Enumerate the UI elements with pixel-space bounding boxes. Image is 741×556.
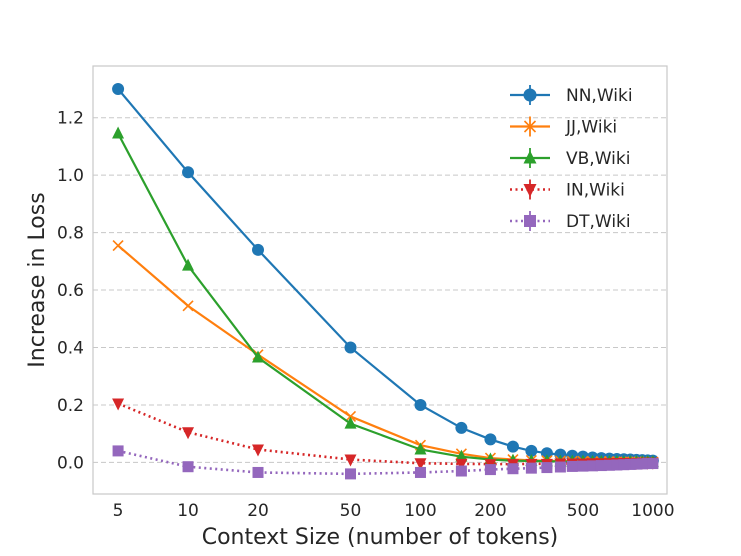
x-marker-stroke — [344, 410, 357, 423]
data-point-circle — [182, 166, 195, 179]
x-marker-stroke — [182, 300, 194, 312]
data-point-triangle-down — [112, 398, 125, 411]
data-point-circle — [455, 421, 468, 434]
y-tick-label: 1.0 — [57, 166, 84, 186]
data-point-triangle-down — [455, 458, 468, 471]
x-tick-label: 100 — [404, 501, 436, 521]
data-point-triangle-up — [414, 442, 427, 455]
data-point-circle — [523, 88, 537, 102]
grid-lines — [93, 117, 667, 463]
legend-entry: VB,Wiki — [510, 148, 630, 169]
data-point-circle — [525, 444, 538, 457]
x-tick-label: 5 — [113, 501, 124, 521]
data-point-square — [541, 462, 553, 474]
data-point-square — [345, 468, 357, 480]
data-point-triangle-down — [414, 458, 427, 471]
legend-label: VB,Wiki — [566, 149, 630, 169]
data-point-triangle-up — [182, 258, 195, 271]
data-point-triangle-down — [252, 444, 265, 457]
data-point-x — [344, 410, 357, 423]
data-point-circle — [540, 447, 553, 460]
x-tick-label: 50 — [340, 501, 362, 521]
legend-entry: DT,Wiki — [510, 211, 631, 232]
data-point-square — [618, 459, 630, 471]
y-axis-label: Increase in Loss — [25, 192, 50, 367]
data-point-square — [554, 461, 566, 473]
data-point-square — [624, 458, 636, 470]
y-axis-ticks: 0.0 0.2 0.4 0.6 0.8 1.0 1.2 — [57, 109, 84, 474]
data-point-square — [525, 462, 537, 474]
data-point-square — [603, 459, 615, 471]
data-point-square — [524, 215, 536, 227]
data-point-triangle-up — [523, 150, 537, 164]
x-marker-stroke — [523, 120, 537, 133]
x-tick-label: 500 — [567, 501, 599, 521]
x-tick-label: 20 — [247, 501, 269, 521]
data-point-square — [647, 458, 659, 470]
data-point-circle — [112, 82, 125, 95]
data-point-square — [112, 445, 124, 457]
y-tick-label: 0.0 — [57, 453, 84, 473]
data-point-triangle-down — [344, 454, 357, 467]
data-point-triangle-up — [455, 449, 468, 462]
data-point-square — [484, 464, 496, 476]
legend: NN,Wiki JJ,Wiki VB,Wiki IN,Wiki DT,Wiki — [510, 85, 633, 232]
x-tick-label: 200 — [474, 501, 506, 521]
data-point-square — [595, 460, 607, 472]
y-tick-label: 0.8 — [57, 224, 84, 244]
data-point-circle — [506, 440, 519, 453]
x-axis-ticks: 5 10 20 50 100 200 500 1000 — [113, 501, 675, 521]
data-point-circle — [484, 433, 497, 446]
y-tick-label: 1.2 — [57, 109, 84, 129]
series-in-wiki — [112, 398, 659, 472]
legend-label: DT,Wiki — [566, 212, 631, 232]
data-point-square — [587, 460, 599, 472]
legend-entry: IN,Wiki — [510, 179, 625, 201]
data-point-square — [630, 458, 642, 470]
data-point-triangle-down — [182, 427, 195, 440]
data-point-square — [611, 459, 623, 471]
data-point-x — [112, 239, 124, 252]
data-point-square — [182, 461, 194, 473]
data-point-square — [252, 466, 264, 478]
data-point-triangle-up — [252, 350, 265, 363]
series-line — [117, 449, 653, 476]
plot-frame — [92, 65, 668, 495]
data-point-x — [182, 300, 194, 312]
data-point-x — [523, 120, 537, 133]
legend-label: JJ,Wiki — [565, 118, 617, 138]
data-point-triangle-up — [344, 416, 357, 429]
data-point-circle — [252, 243, 265, 256]
y-tick-label: 0.4 — [57, 339, 84, 359]
x-marker-stroke — [112, 239, 124, 252]
data-point-square — [455, 465, 467, 477]
legend-entry: NN,Wiki — [510, 85, 633, 106]
y-tick-label: 0.2 — [57, 396, 84, 416]
data-point-triangle-up — [112, 126, 125, 139]
legend-label: NN,Wiki — [566, 86, 633, 106]
data-point-square — [507, 463, 519, 475]
y-tick-label: 0.6 — [57, 281, 84, 301]
data-point-circle — [344, 341, 357, 354]
legend-entry: JJ,Wiki — [510, 116, 617, 138]
x-tick-label: 10 — [177, 501, 199, 521]
data-point-square — [566, 460, 578, 472]
x-tick-label: 1000 — [631, 501, 674, 521]
series-group — [112, 82, 659, 480]
data-point-square — [577, 460, 589, 472]
series-dt-wiki — [112, 445, 659, 480]
data-point-square — [414, 466, 426, 478]
x-axis-label: Context Size (number of tokens) — [202, 525, 559, 550]
data-point-circle — [414, 398, 427, 411]
data-point-triangle-down — [523, 184, 537, 197]
legend-label: IN,Wiki — [566, 181, 625, 201]
